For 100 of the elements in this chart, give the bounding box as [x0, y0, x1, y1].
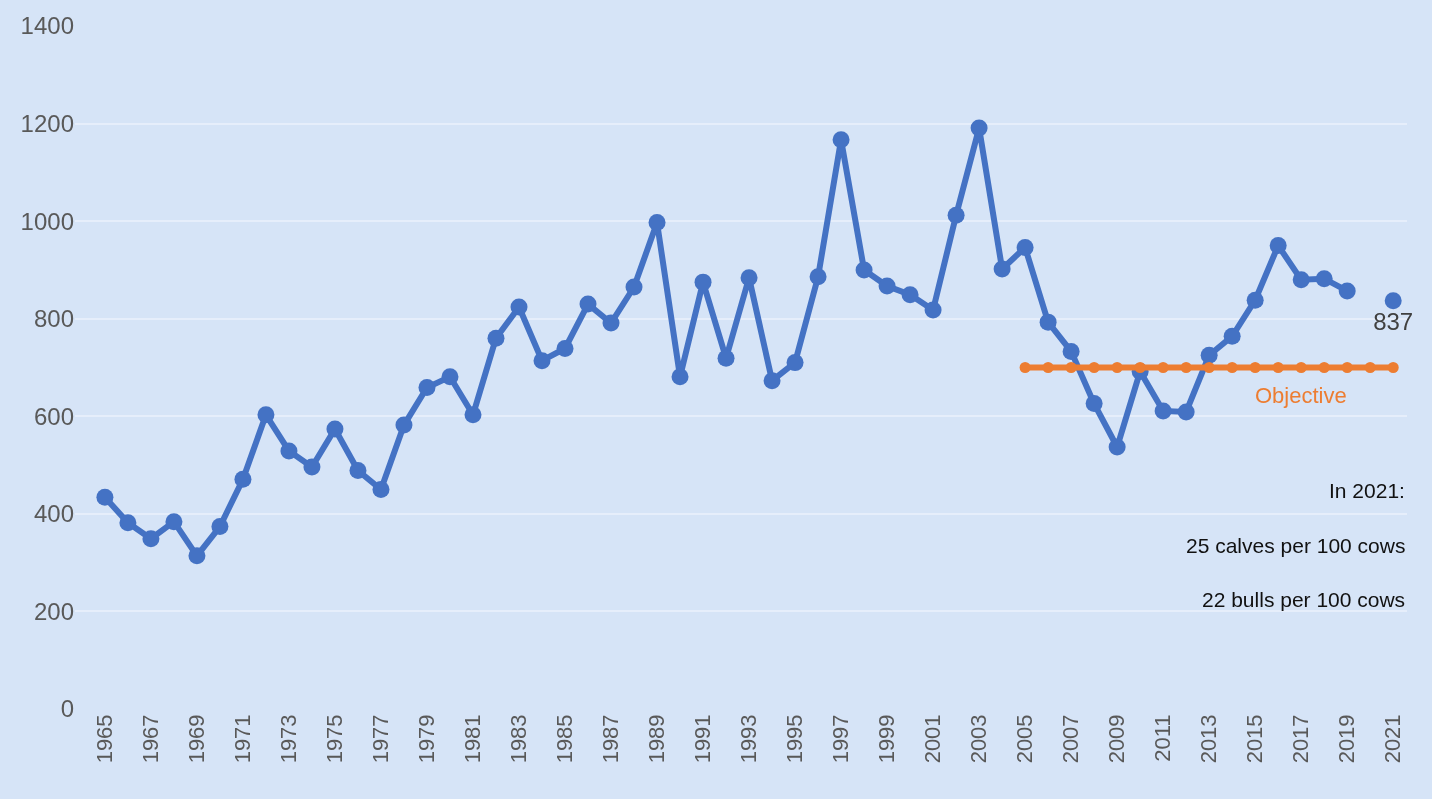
point [1249, 362, 1261, 373]
point [579, 295, 597, 313]
x-tick-label: 1973 [276, 714, 302, 764]
point [1154, 402, 1172, 420]
point [924, 301, 942, 319]
y-tick-label: 1400 [20, 12, 74, 40]
annotation: 25 calves per 100 cows [1186, 534, 1406, 557]
x-tick-label: 1969 [184, 714, 210, 764]
point [763, 372, 781, 390]
point [395, 416, 413, 434]
point [487, 329, 505, 347]
point [464, 406, 482, 424]
point [1016, 238, 1034, 256]
point [1226, 362, 1238, 373]
x-tick-label: 1997 [828, 714, 854, 764]
y-tick-label: 400 [33, 500, 74, 528]
point [1062, 342, 1080, 360]
point [1246, 291, 1264, 309]
point [372, 480, 390, 498]
x-tick-label: 1981 [460, 714, 486, 764]
x-tick-label: 2021 [1380, 714, 1406, 764]
point [1318, 362, 1330, 373]
point [1341, 362, 1353, 373]
point [1177, 403, 1195, 421]
point [533, 352, 551, 370]
x-tick-label: 1991 [690, 714, 716, 764]
x-tick-label: 1967 [138, 714, 164, 764]
point [280, 442, 298, 460]
point [1200, 346, 1218, 364]
point [1180, 362, 1192, 373]
x-tick-label: 1977 [368, 714, 394, 764]
point [671, 368, 689, 386]
x-tick-label: 2017 [1288, 714, 1314, 764]
x-tick-label: 2011 [1150, 714, 1176, 762]
y-tick-label: 800 [33, 305, 74, 333]
point [809, 268, 827, 286]
point [1295, 362, 1307, 373]
point [1157, 362, 1169, 373]
y-tick-label: 0 [60, 695, 74, 723]
x-tick-label: 1979 [414, 714, 440, 764]
point [1111, 362, 1123, 373]
x-tick-label: 1965 [92, 714, 118, 764]
point [1203, 362, 1215, 373]
point [165, 513, 183, 531]
point [1384, 292, 1402, 310]
point [602, 314, 620, 332]
x-tick-label: 1993 [736, 714, 762, 764]
x-tick-label: 1987 [598, 714, 624, 764]
point [326, 420, 344, 438]
x-tick-label: 1975 [322, 714, 348, 764]
x-tick-label: 2007 [1058, 714, 1084, 764]
point [993, 260, 1011, 278]
point [832, 131, 850, 149]
point [901, 286, 919, 304]
point [1338, 282, 1356, 300]
point [556, 339, 574, 357]
point [1269, 237, 1287, 255]
point [947, 206, 965, 224]
point [1223, 327, 1241, 345]
y-tick-label: 200 [33, 597, 74, 625]
x-tick-label: 1985 [552, 714, 578, 764]
y-tick-label: 1200 [20, 109, 74, 137]
x-tick-label: 1971 [230, 714, 256, 764]
point [1315, 270, 1333, 288]
series-label: Objective [1255, 383, 1347, 408]
x-tick-label: 1999 [874, 714, 900, 764]
x-tick-label: 2005 [1012, 714, 1038, 764]
point [648, 214, 666, 232]
point [786, 354, 804, 372]
point [1065, 362, 1077, 373]
x-tick-label: 1989 [644, 714, 670, 764]
point [1108, 438, 1126, 456]
point [1387, 362, 1399, 373]
y-tick-label: 1000 [20, 207, 74, 235]
point [349, 461, 367, 479]
point [510, 298, 528, 316]
point [303, 458, 321, 476]
point [694, 273, 712, 291]
point [1039, 313, 1057, 331]
x-tick-label: 1995 [782, 714, 808, 764]
point [740, 269, 758, 287]
x-tick-label: 2013 [1196, 714, 1222, 764]
point [441, 368, 459, 386]
x-tick-label: 1983 [506, 714, 532, 764]
x-tick-label: 2001 [920, 714, 946, 764]
x-tick-label: 2015 [1242, 714, 1268, 764]
y-tick-label: 600 [33, 402, 74, 430]
point [1292, 271, 1310, 289]
point [119, 514, 137, 532]
x-tick-label: 2019 [1334, 714, 1360, 764]
point [970, 119, 988, 137]
point [855, 261, 873, 279]
point [717, 349, 735, 367]
point [625, 278, 643, 296]
point [96, 488, 114, 506]
point [1088, 362, 1100, 373]
point [211, 518, 229, 536]
annotation: In 2021: [1329, 479, 1405, 502]
annotation: 22 bulls per 100 cows [1202, 588, 1406, 611]
point [257, 406, 275, 424]
